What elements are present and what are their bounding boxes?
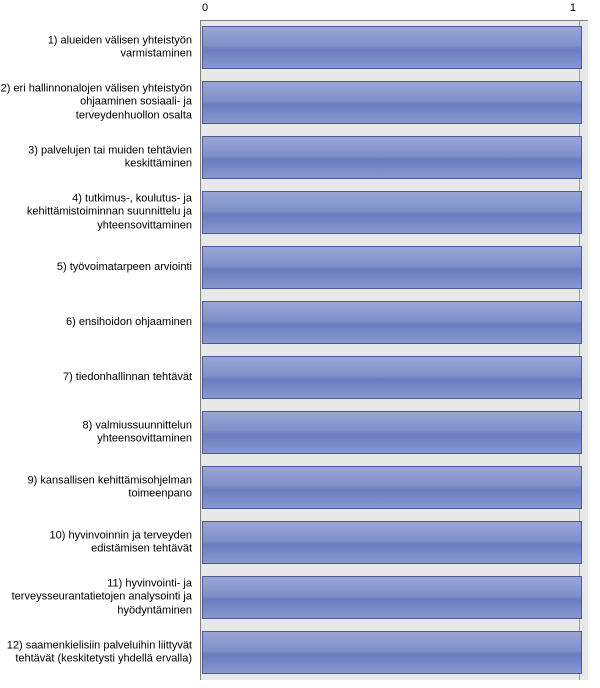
category-label: 2) eri hallinnonalojen välisen yhteistyö…	[0, 82, 196, 123]
category-label: 1) alueiden välisen yhteistyön varmistam…	[0, 34, 196, 62]
bar	[202, 191, 582, 234]
category-label: 4) tutkimus-, koulutus- ja kehittämistoi…	[0, 192, 196, 233]
bar-row: 7) tiedonhallinnan tehtävät	[0, 350, 588, 405]
bar-row: 3) palvelujen tai muiden tehtävien keski…	[0, 130, 588, 185]
bar-row: 9) kansallisen kehittämisohjelman toimee…	[0, 460, 588, 515]
bar-row: 12) saamenkielisiin palveluihin liittyvä…	[0, 625, 588, 680]
category-label: 7) tiedonhallinnan tehtävät	[0, 371, 196, 385]
chart-container: 0 1 1) alueiden välisen yhteistyön varmi…	[0, 0, 600, 688]
bar	[202, 576, 582, 619]
x-axis-tick-label: 0	[202, 2, 208, 14]
bar-row: 10) hyvinvoinnin ja terveyden edistämise…	[0, 515, 588, 570]
bar-row: 1) alueiden välisen yhteistyön varmistam…	[0, 20, 588, 75]
bar-row: 6) ensihoidon ohjaaminen	[0, 295, 588, 350]
category-label: 10) hyvinvoinnin ja terveyden edistämise…	[0, 529, 196, 557]
category-label: 12) saamenkielisiin palveluihin liittyvä…	[0, 639, 196, 667]
category-label: 5) työvoimatarpeen arviointi	[0, 261, 196, 275]
bar-rows: 1) alueiden välisen yhteistyön varmistam…	[0, 20, 588, 680]
bar	[202, 136, 582, 179]
bar-row: 5) työvoimatarpeen arviointi	[0, 240, 588, 295]
bar	[202, 466, 582, 509]
bar-row: 4) tutkimus-, koulutus- ja kehittämistoi…	[0, 185, 588, 240]
bar	[202, 81, 582, 124]
category-label: 11) hyvinvointi- ja terveysseurantatieto…	[0, 577, 196, 618]
bar-row: 8) valmiussuunnittelun yhteensovittamine…	[0, 405, 588, 460]
category-label: 8) valmiussuunnittelun yhteensovittamine…	[0, 419, 196, 447]
x-axis: 0 1	[200, 0, 588, 20]
bar-row: 11) hyvinvointi- ja terveysseurantatieto…	[0, 570, 588, 625]
bar	[202, 26, 582, 69]
bar	[202, 411, 582, 454]
x-axis-tick-label: 1	[570, 2, 576, 14]
bar	[202, 631, 582, 674]
category-label: 6) ensihoidon ohjaaminen	[0, 316, 196, 330]
bar-row: 2) eri hallinnonalojen välisen yhteistyö…	[0, 75, 588, 130]
bar	[202, 521, 582, 564]
category-label: 3) palvelujen tai muiden tehtävien keski…	[0, 144, 196, 172]
bar	[202, 356, 582, 399]
category-label: 9) kansallisen kehittämisohjelman toimee…	[0, 474, 196, 502]
bar	[202, 246, 582, 289]
bar	[202, 301, 582, 344]
